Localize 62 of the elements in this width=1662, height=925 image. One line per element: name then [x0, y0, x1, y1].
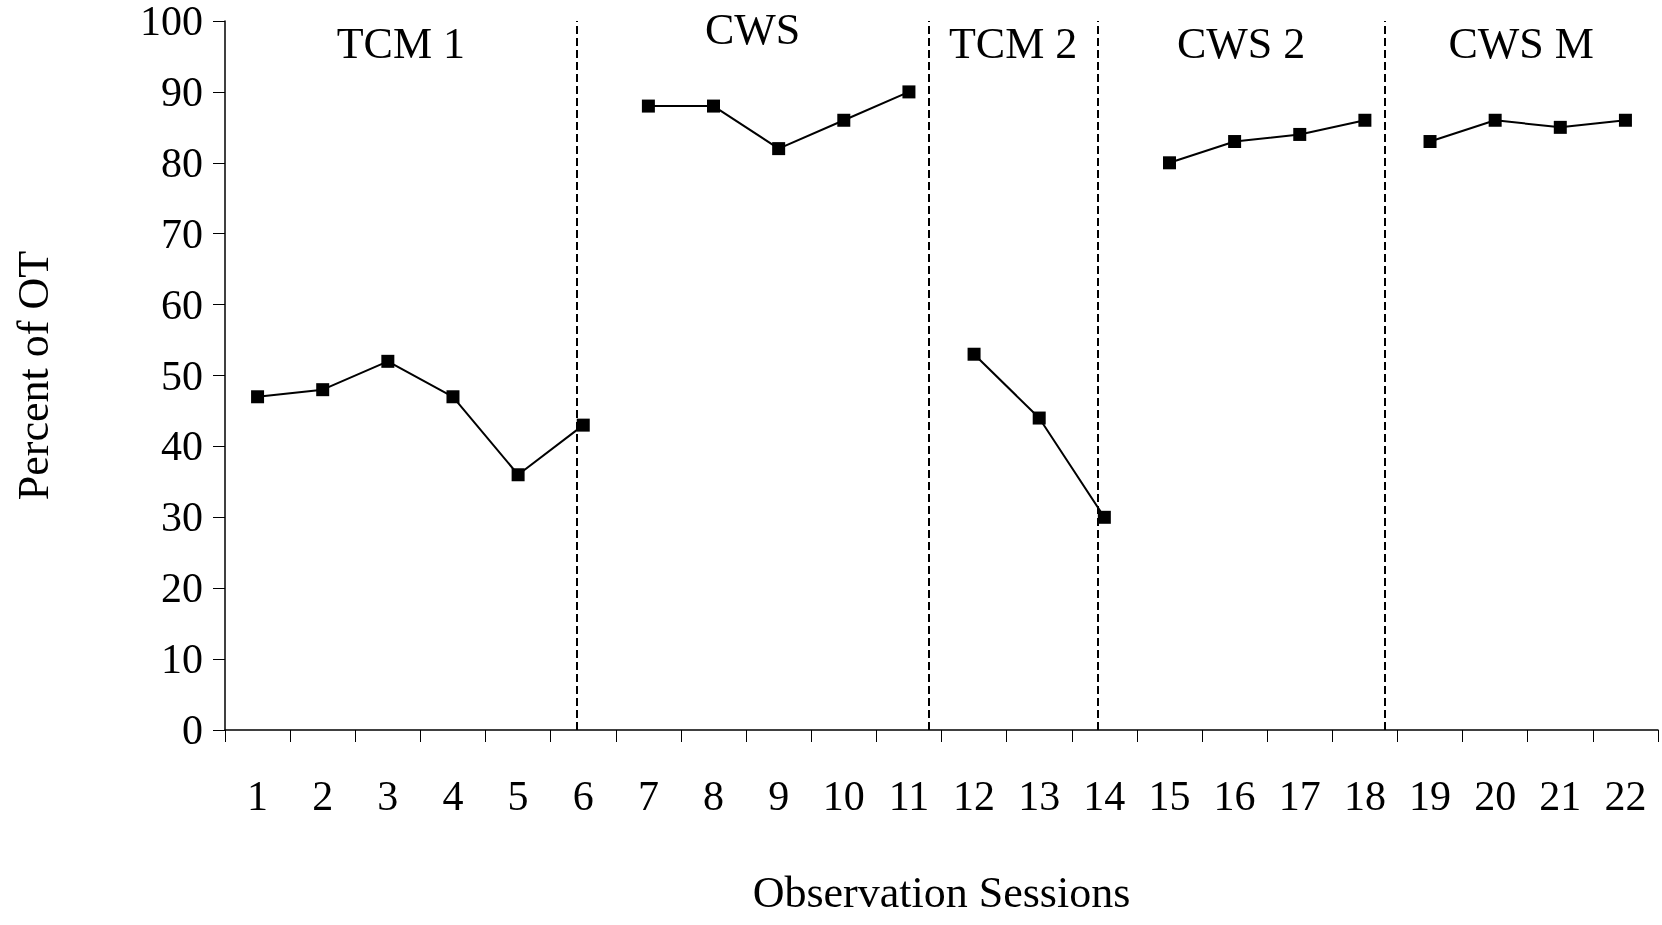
y-tick-label: 0	[182, 707, 203, 753]
y-tick-label: 90	[161, 68, 203, 115]
x-tick-label: 5	[507, 773, 529, 819]
x-tick-label: 14	[1083, 773, 1126, 819]
x-tick-label: 4	[442, 773, 464, 819]
x-tick-label: 6	[572, 773, 594, 819]
point	[1293, 127, 1307, 141]
point	[446, 390, 460, 404]
y-tick-label: 50	[161, 352, 203, 399]
x-tick-label: 3	[377, 773, 399, 819]
y-tick-label: 60	[161, 281, 203, 328]
point	[511, 468, 525, 482]
point	[902, 85, 916, 99]
point	[1162, 156, 1176, 170]
y-tick-label: 30	[161, 494, 203, 541]
point	[1032, 411, 1046, 425]
x-tick-label: 7	[637, 773, 659, 819]
annotation: TCM 2	[948, 18, 1078, 68]
x-tick-label: 19	[1409, 773, 1452, 819]
point	[381, 354, 395, 368]
point	[316, 383, 330, 397]
point	[576, 418, 590, 432]
x-tick-label: 8	[703, 773, 725, 819]
point	[837, 113, 851, 127]
x-tick-label: 21	[1539, 773, 1582, 819]
point	[251, 390, 265, 404]
x-tick-label: 15	[1148, 773, 1191, 819]
annotation: CWS 2	[1176, 18, 1306, 68]
annotation: TCM 1	[336, 18, 466, 68]
point	[772, 142, 786, 156]
point	[1097, 510, 1111, 524]
x-tick-label: 18	[1343, 773, 1386, 819]
x-tick-label: 2	[312, 773, 334, 819]
point	[1358, 113, 1372, 127]
x-tick-label: 11	[888, 773, 930, 819]
point	[967, 347, 981, 361]
x-tick-label: 13	[1018, 773, 1061, 819]
point	[1553, 120, 1567, 134]
point	[1618, 113, 1632, 127]
point	[641, 99, 655, 113]
y-axis-title: Percent of OT	[8, 250, 58, 501]
y-tick-label: 70	[161, 210, 203, 257]
y-tick-label: 100	[140, 0, 203, 44]
point	[1488, 113, 1502, 127]
x-tick-label: 17	[1278, 773, 1321, 819]
x-tick-label: 22	[1604, 773, 1647, 819]
x-tick-label: 10	[822, 773, 865, 819]
x-axis-title: Observation Sessions	[752, 867, 1131, 917]
point	[707, 99, 721, 113]
y-tick-label: 80	[161, 139, 203, 186]
x-tick-label: 9	[768, 773, 790, 819]
annotation: CWS	[704, 4, 801, 54]
y-tick-label: 10	[161, 636, 203, 683]
point	[1228, 135, 1242, 149]
x-tick-label: 20	[1474, 773, 1517, 819]
x-tick-label: 12	[953, 773, 996, 819]
x-tick-label: 1	[247, 773, 269, 819]
x-tick-label: 16	[1213, 773, 1256, 819]
annotation: CWS M	[1448, 18, 1594, 68]
point	[1423, 135, 1437, 149]
y-tick-label: 20	[161, 565, 203, 612]
y-tick-label: 40	[161, 423, 203, 470]
